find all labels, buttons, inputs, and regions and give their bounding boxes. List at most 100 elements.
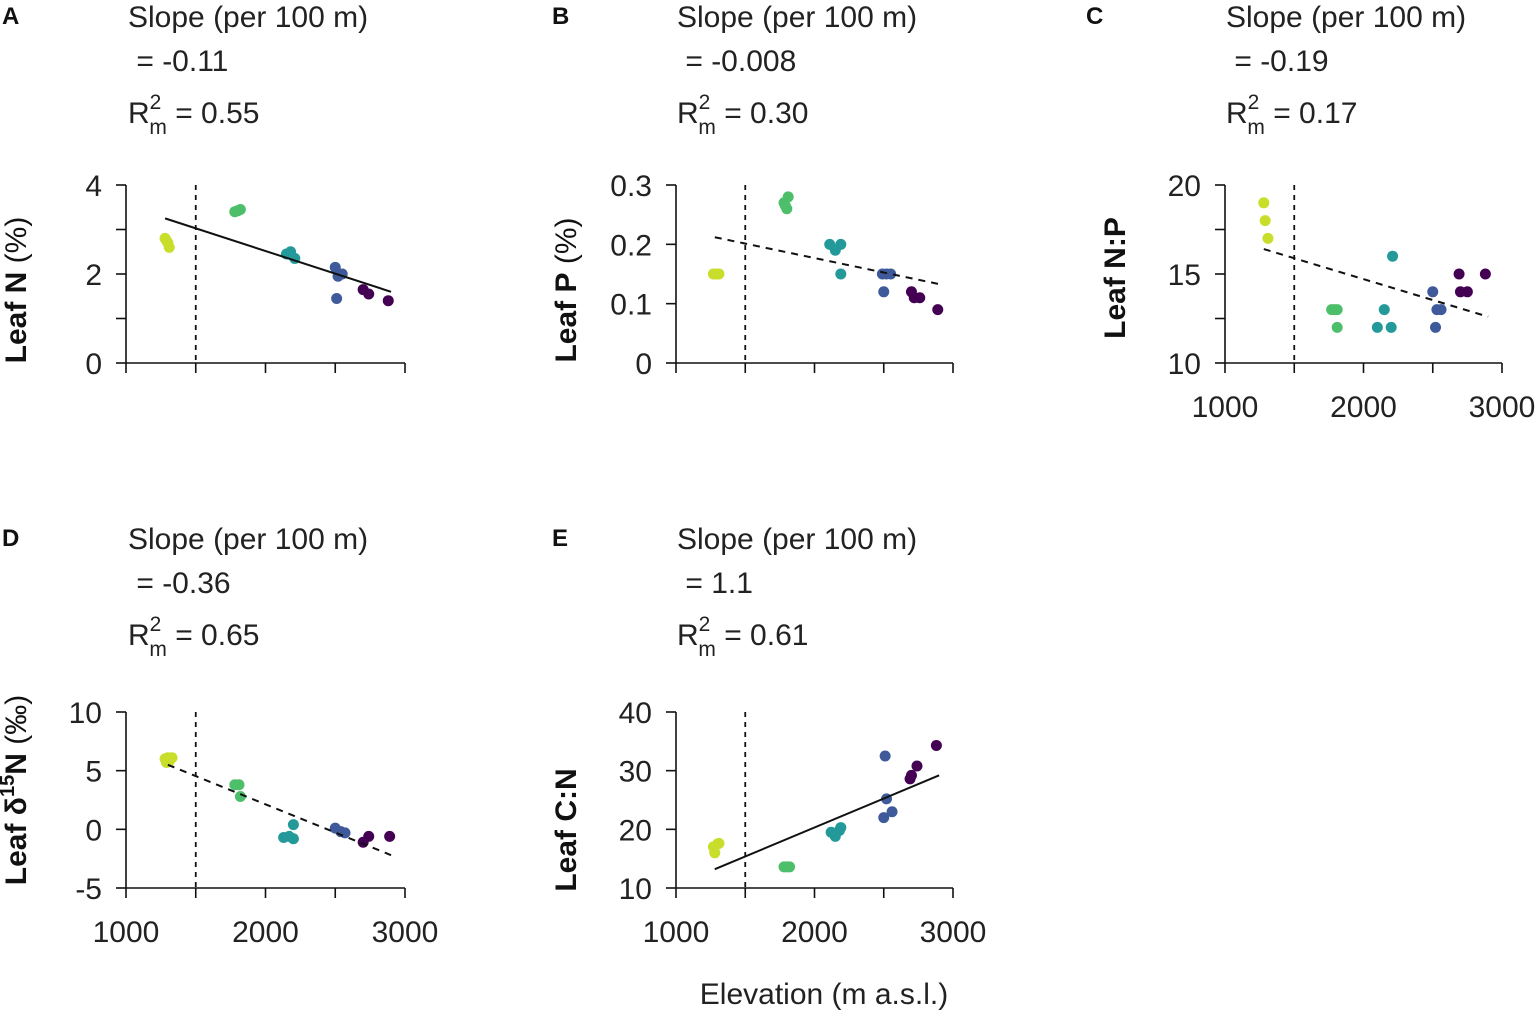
y-title-superscript: 15: [0, 775, 19, 797]
r2-symbol: R: [677, 619, 699, 652]
data-point: [1430, 321, 1442, 333]
panel-letter: B: [552, 3, 569, 30]
slope-value: = 1.1: [677, 567, 753, 600]
data-point: [234, 790, 246, 802]
r2-label: R2 m = 0.55: [128, 91, 259, 139]
y-tick-label: 10: [619, 873, 652, 906]
r2-subscript: m: [698, 116, 716, 139]
data-point: [1262, 232, 1274, 244]
data-point: [932, 304, 944, 316]
x-tick-label: 2000: [1330, 391, 1397, 424]
r2-symbol: R: [128, 619, 150, 652]
r2-symbol: R: [1226, 97, 1248, 130]
data-point: [384, 830, 396, 842]
data-point: [363, 288, 375, 300]
fit-line: [164, 217, 392, 293]
panel-letter: D: [2, 525, 19, 552]
data-point: [713, 837, 725, 849]
data-point: [1461, 286, 1473, 298]
data-point: [1258, 197, 1270, 209]
data-point: [329, 261, 341, 273]
data-point: [878, 286, 890, 298]
y-tick-label: 0.2: [610, 229, 652, 262]
r2-symbol: R: [128, 97, 150, 130]
data-point: [879, 750, 891, 762]
y-tick-label: 0: [85, 814, 102, 847]
y-tick-label: 30: [619, 756, 652, 789]
r2-superscript: 2: [699, 91, 711, 114]
r2-symbol: R: [677, 97, 699, 130]
data-point: [1371, 321, 1383, 333]
y-tick-label: 10: [1168, 348, 1201, 381]
data-point: [930, 739, 942, 751]
y-tick-label: 2: [85, 259, 102, 292]
r2-superscript: 2: [150, 613, 162, 636]
r2-subscript: m: [149, 116, 167, 139]
x-tick-label: 2000: [232, 916, 299, 949]
y-tick-label: 0.1: [610, 289, 652, 322]
y-title-unit: (‰): [0, 695, 33, 753]
y-axis-title: Leaf C:N: [550, 768, 583, 891]
panel-b: B Slope (per 100 m) = -0.008 R2 m = 0.30 0 0.…: [550, 1, 954, 381]
r2-label: R2 m = 0.65: [128, 613, 259, 661]
y-tick-label: 0: [85, 348, 102, 381]
x-tick-label: 3000: [920, 916, 987, 949]
data-point: [886, 806, 898, 818]
r2-superscript: 2: [1248, 91, 1260, 114]
data-point: [835, 822, 847, 834]
r2-subscript: m: [1247, 116, 1265, 139]
y-title-bold: Leaf N: [0, 272, 33, 364]
x-tick-label: 1000: [643, 916, 710, 949]
data-point: [779, 200, 791, 212]
data-point: [878, 812, 890, 824]
data-point: [835, 268, 847, 280]
y-tick-label: 20: [619, 814, 652, 847]
slope-label: Slope (per 100 m): [677, 1, 917, 34]
data-point: [331, 292, 343, 304]
data-point: [911, 760, 923, 772]
data-point: [1453, 268, 1465, 280]
y-axis-title: Leaf N (%): [0, 217, 33, 364]
y-axis-title: Leaf N:P: [1099, 217, 1132, 339]
fit-line: [167, 763, 392, 857]
slope-value: = -0.11: [128, 45, 228, 78]
data-point: [163, 241, 175, 253]
data-point: [287, 819, 299, 831]
data-point: [1387, 250, 1399, 262]
y-tick-label: 5: [85, 756, 102, 789]
x-tick-label: 1000: [1192, 391, 1259, 424]
x-tick-label: 3000: [1469, 391, 1536, 424]
slope-label: Slope (per 100 m): [1226, 1, 1466, 34]
r2-subscript: m: [149, 638, 167, 661]
y-title-bold: Leaf δ: [0, 797, 33, 885]
slope-label: Slope (per 100 m): [128, 1, 368, 34]
data-point: [835, 238, 847, 250]
data-point: [713, 268, 725, 280]
r2-superscript: 2: [699, 613, 711, 636]
data-point: [382, 295, 394, 307]
y-axis-title: Leaf P (%): [550, 217, 583, 362]
data-point: [1331, 321, 1343, 333]
data-point: [905, 769, 917, 781]
y-tick-label: 20: [1168, 170, 1201, 203]
y-tick-label: 0: [635, 348, 652, 381]
y-tick-label: 40: [619, 697, 652, 730]
data-point: [1259, 215, 1271, 227]
r2-label: R2 m = 0.30: [677, 91, 808, 139]
data-point: [339, 827, 351, 839]
panel-letter: A: [2, 3, 19, 30]
y-tick-label: -5: [75, 873, 102, 906]
data-point: [287, 833, 299, 845]
y-title-bold: Leaf C:N: [550, 768, 583, 891]
r2-value: = 0.17: [1265, 97, 1358, 130]
y-tick-label: 0.3: [610, 170, 652, 203]
r2-value: = 0.65: [167, 619, 260, 652]
slope-value: = -0.008: [677, 45, 796, 78]
data-point: [1331, 304, 1343, 316]
slope-label: Slope (per 100 m): [128, 523, 368, 556]
data-point: [363, 830, 375, 842]
r2-subscript: m: [698, 638, 716, 661]
data-point: [1378, 304, 1390, 316]
